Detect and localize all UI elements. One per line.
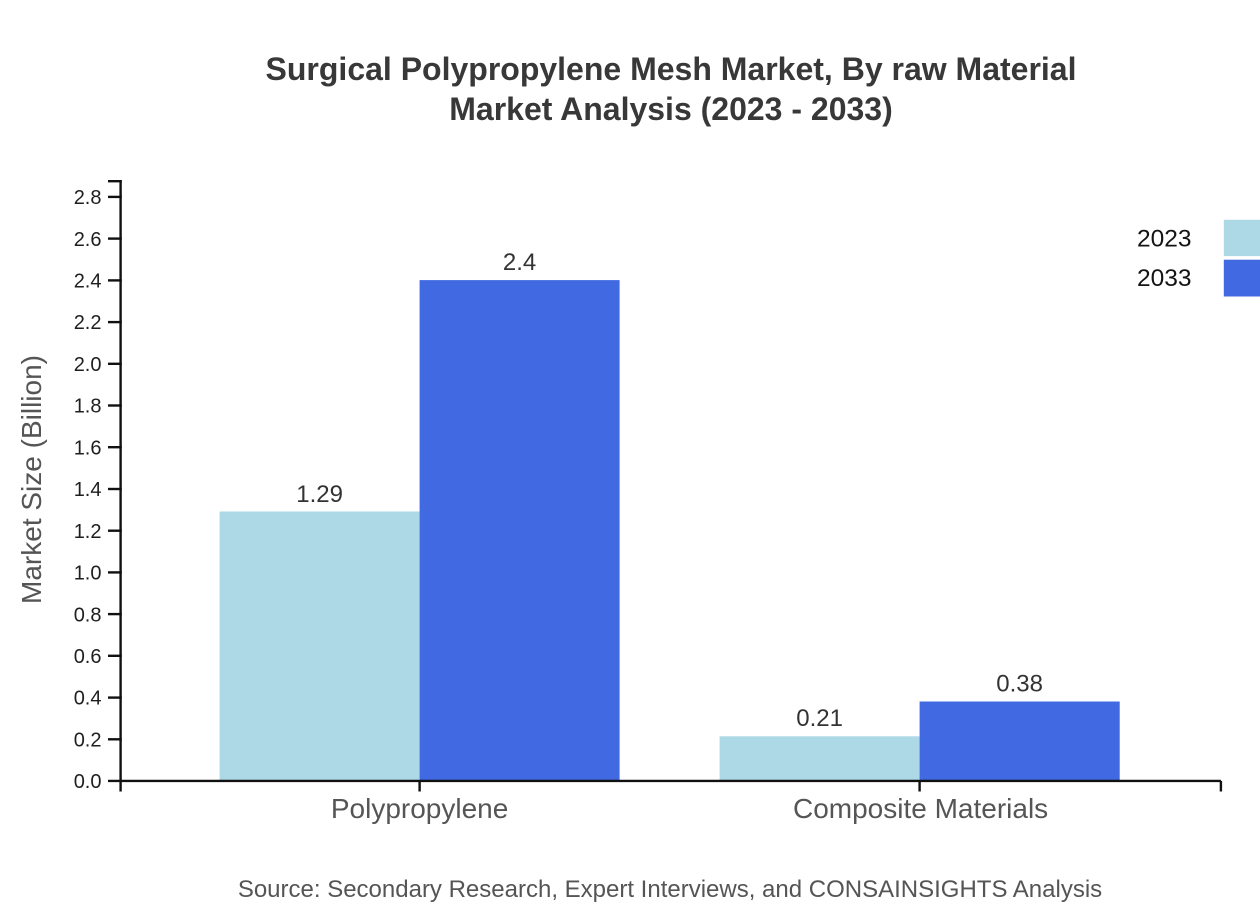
svg-text:2.4: 2.4	[503, 249, 536, 276]
svg-text:2033: 2033	[1137, 265, 1192, 292]
svg-text:1.0: 1.0	[74, 563, 102, 585]
svg-text:0.21: 0.21	[796, 705, 843, 732]
svg-text:1.2: 1.2	[74, 521, 102, 543]
svg-text:2.4: 2.4	[74, 271, 102, 293]
svg-text:1.29: 1.29	[296, 481, 343, 508]
svg-text:2.0: 2.0	[74, 354, 102, 376]
svg-text:1.6: 1.6	[74, 437, 102, 459]
svg-text:2.8: 2.8	[74, 187, 102, 209]
svg-text:Composite Materials: Composite Materials	[793, 793, 1048, 824]
svg-text:2.2: 2.2	[74, 312, 102, 334]
svg-text:1.4: 1.4	[74, 479, 102, 501]
svg-text:Surgical Polypropylene Mesh Ma: Surgical Polypropylene Mesh Market, By r…	[266, 51, 1077, 87]
svg-text:0.2: 0.2	[74, 729, 102, 751]
svg-text:1.8: 1.8	[74, 396, 102, 418]
svg-text:0.4: 0.4	[74, 688, 102, 710]
svg-text:0.0: 0.0	[74, 771, 102, 793]
svg-text:0.38: 0.38	[996, 671, 1043, 698]
svg-text:Polypropylene: Polypropylene	[331, 793, 508, 824]
svg-text:Source: Secondary Research, Ex: Source: Secondary Research, Expert Inter…	[238, 876, 1102, 903]
svg-text:0.8: 0.8	[74, 604, 102, 626]
svg-text:Market Analysis (2023 - 2033): Market Analysis (2023 - 2033)	[449, 91, 893, 127]
svg-text:2.6: 2.6	[74, 229, 102, 251]
svg-text:Market Size (Billion): Market Size (Billion)	[16, 355, 47, 604]
svg-text:0.6: 0.6	[74, 646, 102, 668]
svg-text:2023: 2023	[1137, 225, 1192, 252]
